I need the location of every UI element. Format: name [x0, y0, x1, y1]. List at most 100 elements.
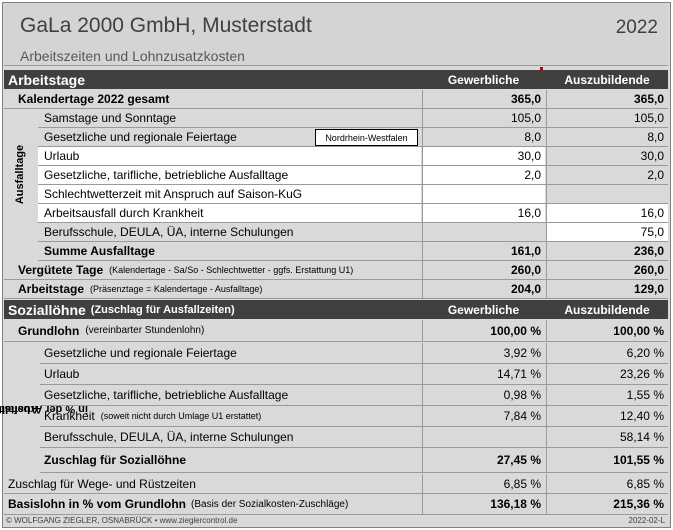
row-label: Berufsschule, DEULA, ÜA, interne Schulun…	[44, 225, 294, 239]
row-grundlohn: Grundlohn (vereinbarter Stundenlohn) 100…	[4, 320, 668, 342]
value-auszubildende[interactable]: 101,55 %	[546, 448, 668, 472]
title-box: GaLa 2000 GmbH, Musterstadt Arbeitszeite…	[4, 4, 668, 66]
section-title: Arbeitstage	[8, 71, 86, 88]
page-subtitle: Arbeitszeiten und Lohnzusatzkosten	[20, 48, 245, 64]
row-soziallohn-item: Krankheit (soweit nicht durch Umlage U1 …	[40, 406, 668, 427]
value-auszubildende[interactable]: 236,0	[546, 242, 668, 260]
row-soziallohn-item: Urlaub 14,71 % 23,26 %	[40, 364, 668, 385]
value-auszubildende[interactable]: 105,0	[546, 109, 668, 127]
company-title: GaLa 2000 GmbH, Musterstadt	[20, 14, 312, 37]
row-soziallohn-item: Berufsschule, DEULA, ÜA, interne Schulun…	[40, 427, 668, 448]
section-header-soziallohne: Soziallöhne (Zuschlag für Ausfallzeiten)…	[4, 300, 668, 319]
row-label: Grundlohn (vereinbarter Stundenlohn)	[18, 323, 205, 338]
row-label: Gesetzliche und regionale Feiertage	[44, 346, 237, 360]
year-label: 2022	[615, 17, 658, 38]
row-zuschlag-soziallohne: Zuschlag für Soziallöhne 27,45 % 101,55 …	[40, 448, 668, 473]
row-label: Samstage und Sonntage	[44, 111, 177, 125]
version-footer: 2022-02-L	[628, 516, 665, 525]
row-arbeitstage: Arbeitstage (Präsenztage = Kalendertage …	[4, 280, 668, 299]
value-auszubildende[interactable]: 75,0	[546, 223, 668, 241]
row-label: Zuschlag für Wege- und Rüstzeiten	[8, 476, 196, 491]
value-auszubildende[interactable]: 100,00 %	[546, 320, 668, 341]
row-basislohn: Basislohn in % vom Grundlohn (Basis der …	[4, 494, 668, 515]
copyright-footer: © WOLFGANG ZIEGLER, OSNABRÜCK • www.zieg…	[6, 516, 238, 525]
value-gewerbliche[interactable]: 2,0	[422, 166, 545, 184]
value-auszubildende[interactable]: 129,0	[546, 280, 668, 298]
row-ausfall-item: Urlaub 30,0 30,0	[38, 147, 668, 166]
row-wegezeiten: Zuschlag für Wege- und Rüstzeiten 6,85 %…	[4, 474, 668, 494]
row-label: Arbeitstage (Präsenztage = Kalendertage …	[18, 282, 263, 296]
row-label: Zuschlag für Soziallöhne	[44, 453, 187, 467]
value-gewerbliche[interactable]: 0,98 %	[422, 385, 545, 405]
value-auszubildende[interactable]: 30,0	[546, 147, 668, 165]
value-auszubildende[interactable]: 6,85 %	[546, 474, 668, 493]
value-auszubildende[interactable]: 23,26 %	[546, 364, 668, 384]
value-auszubildende[interactable]: 12,40 %	[546, 406, 668, 426]
row-label: Berufsschule, DEULA, ÜA, interne Schulun…	[44, 430, 294, 444]
value-auszubildende[interactable]: 1,55 %	[546, 385, 668, 405]
value-gewerbliche[interactable]: 365,0	[422, 90, 545, 108]
row-label: Basislohn in % vom Grundlohn (Basis der …	[8, 497, 349, 511]
row-label: Gesetzliche, tarifliche, betriebliche Au…	[38, 166, 421, 184]
value-gewerbliche[interactable]: 16,0	[422, 204, 545, 222]
row-note: (Kalendertage - Sa/So - Schlechtwetter -…	[109, 265, 354, 275]
row-soziallohn-item: Gesetzliche und regionale Feiertage 3,92…	[40, 343, 668, 364]
value-auszubildende[interactable]: 16,0	[546, 204, 668, 222]
value-auszubildende[interactable]: 8,0	[546, 128, 668, 146]
value-gewerbliche[interactable]	[422, 223, 545, 241]
row-label: Krankheit (soweit nicht durch Umlage U1 …	[44, 409, 262, 423]
column-header-auszubildende: Auszubildende	[564, 72, 650, 87]
vertical-label-ausfalltage: Ausfalltage	[14, 144, 27, 205]
value-gewerbliche[interactable]: 7,84 %	[422, 406, 545, 426]
value-gewerbliche[interactable]: 3,92 %	[422, 343, 545, 363]
value-gewerbliche[interactable]: 136,18 %	[422, 494, 545, 514]
value-auszubildende[interactable]: 365,0	[546, 90, 668, 108]
row-note: (vereinbarter Stundenlohn)	[85, 325, 205, 336]
value-gewerbliche[interactable]: 161,0	[422, 242, 545, 260]
row-label: Vergütete Tage (Kalendertage - Sa/So - S…	[18, 263, 354, 277]
row-ausfall-item: Gesetzliche, tarifliche, betriebliche Au…	[38, 166, 668, 185]
bundesland-dropdown[interactable]: Nordrhein-Westfalen	[315, 129, 418, 146]
row-label: Urlaub	[38, 147, 421, 165]
value-auszubildende[interactable]: 6,20 %	[546, 343, 668, 363]
value-gewerbliche[interactable]: 6,85 %	[422, 474, 545, 493]
row-label: Gesetzliche, tarifliche, betriebliche Au…	[44, 388, 289, 402]
row-ausfall-item: Samstage und Sonntage 105,0 105,0	[38, 109, 668, 128]
value-gewerbliche[interactable]: 105,0	[422, 109, 545, 127]
row-ausfall-item: Schlechtwetterzeit mit Anspruch auf Sais…	[38, 185, 668, 204]
value-gewerbliche[interactable]: 260,0	[422, 261, 545, 279]
value-gewerbliche[interactable]: 100,00 %	[422, 320, 545, 341]
row-note: (Basis der Sozialkosten-Zuschläge)	[191, 498, 349, 510]
value-gewerbliche[interactable]: 27,45 %	[422, 448, 545, 472]
row-summe-ausfalltage: Summe Ausfalltage 161,0 236,0	[38, 242, 668, 261]
row-kalendertage: Kalendertage 2022 gesamt 365,0 365,0	[4, 90, 668, 109]
value-gewerbliche[interactable]: 204,0	[422, 280, 545, 298]
section-title: Soziallöhne (Zuschlag für Ausfallzeiten)	[8, 301, 235, 318]
value-auszubildende[interactable]: 58,14 %	[546, 427, 668, 447]
value-gewerbliche[interactable]	[422, 185, 545, 203]
column-header-auszubildende: Auszubildende	[564, 302, 650, 317]
value-gewerbliche[interactable]	[422, 427, 545, 447]
value-auszubildende[interactable]	[546, 185, 668, 203]
vertical-label-ausfalltage-prozent: Ausfalltagein % der Arbeitstage	[0, 403, 88, 415]
row-ausfall-item: Berufsschule, DEULA, ÜA, interne Schulun…	[38, 223, 668, 242]
value-gewerbliche[interactable]: 30,0	[422, 147, 545, 165]
section-title-note: (Zuschlag für Ausfallzeiten)	[90, 303, 235, 316]
value-gewerbliche[interactable]: 8,0	[422, 128, 545, 146]
row-note: (soweit nicht durch Umlage U1 erstattet)	[100, 411, 262, 421]
row-label: Kalendertage 2022 gesamt	[18, 92, 170, 106]
value-auszubildende[interactable]: 2,0	[546, 166, 668, 184]
row-ausfall-item: Arbeitsausfall durch Krankheit 16,0 16,0	[38, 204, 668, 223]
section-header-arbeitstage: Arbeitstage Gewerbliche Auszubildende	[4, 70, 668, 89]
row-soziallohn-item: Gesetzliche, tarifliche, betriebliche Au…	[40, 385, 668, 406]
column-header-gewerbliche: Gewerbliche	[447, 72, 520, 87]
row-label: Summe Ausfalltage	[44, 244, 155, 258]
value-gewerbliche[interactable]: 14,71 %	[422, 364, 545, 384]
row-note: (Präsenztage = Kalendertage - Ausfalltag…	[90, 284, 263, 294]
value-auszubildende[interactable]: 260,0	[546, 261, 668, 279]
row-label: Gesetzliche und regionale Feiertage	[44, 130, 237, 144]
row-label: Schlechtwetterzeit mit Anspruch auf Sais…	[38, 185, 421, 203]
comment-marker	[540, 67, 543, 70]
value-auszubildende[interactable]: 215,36 %	[546, 494, 668, 514]
